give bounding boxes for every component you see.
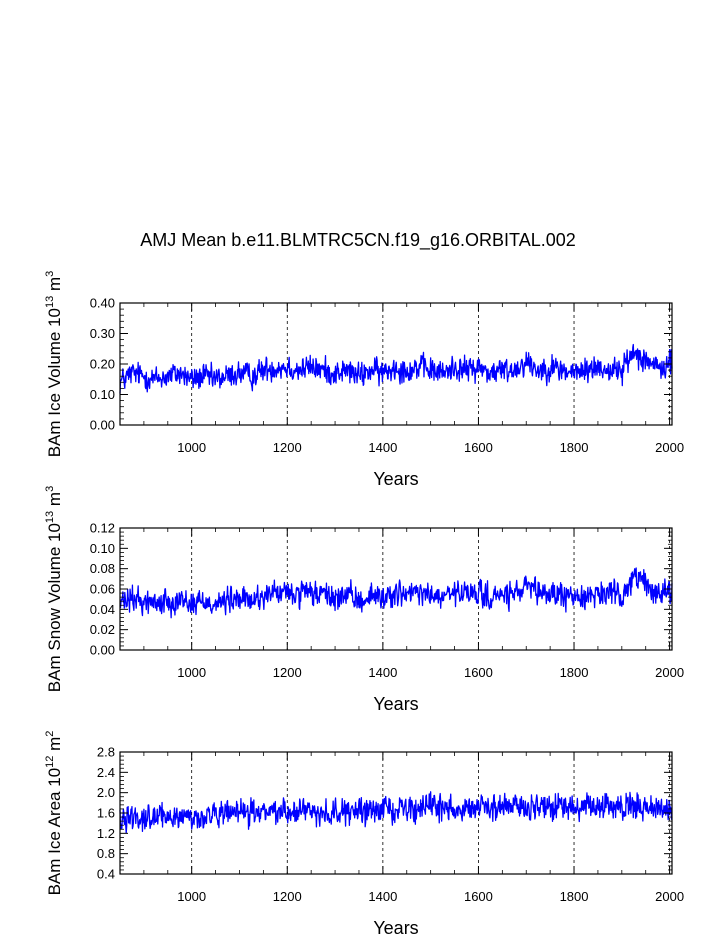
y-tick-label: 0.10: [90, 541, 115, 556]
x-tick-label: 1600: [464, 440, 493, 455]
series-line-ice-volume: [119, 343, 673, 394]
x-tick-label: 1800: [560, 440, 589, 455]
x-tick-label: 1400: [368, 889, 397, 904]
y-tick-label: 0.30: [90, 326, 115, 341]
y-axis-label: BAm Snow Volume 1013 m3: [44, 486, 64, 692]
x-tick-label: 1200: [273, 665, 302, 680]
y-tick-label: 1.2: [97, 826, 115, 841]
x-tick-label: 1800: [560, 665, 589, 680]
y-tick-label: 0.02: [90, 622, 115, 637]
y-tick-label: 0.40: [90, 296, 115, 311]
x-axis-label: Years: [373, 694, 418, 714]
x-tick-label: 1000: [177, 665, 206, 680]
figure-title: AMJ Mean b.e11.BLMTRC5CN.f19_g16.ORBITAL…: [140, 230, 576, 251]
x-tick-label: 1800: [560, 889, 589, 904]
y-tick-label: 2.0: [97, 785, 115, 800]
series-line-snow-volume: [119, 567, 673, 619]
x-tick-label: 1200: [273, 889, 302, 904]
x-tick-label: 2000: [655, 440, 684, 455]
y-axis-label: BAm Ice Volume 1013 m3: [44, 271, 64, 458]
y-tick-label: 2.4: [97, 765, 115, 780]
panels: 1000 1200 1400 1600 1800 2000 0.00 0.10 0.20 0.30…: [44, 271, 684, 935]
x-tick-label: 1000: [177, 440, 206, 455]
y-tick-label: 0.4: [97, 867, 115, 882]
y-tick-label: 0.06: [90, 582, 115, 597]
panel-snow-volume: 1000 1200 1400 1600 1800 2000 0.00 0.02 0.04 0.06…: [44, 486, 684, 714]
x-tick-label: 1000: [177, 889, 206, 904]
x-axis-label: Years: [373, 469, 418, 489]
plot-frame: [119, 527, 673, 651]
x-tick-label: 1600: [464, 889, 493, 904]
y-tick-label: 0.10: [90, 387, 115, 402]
x-tick-label: 1400: [368, 665, 397, 680]
y-tick-label: 2.8: [97, 745, 115, 760]
y-tick-label: 0.00: [90, 418, 115, 433]
x-tick-label: 2000: [655, 889, 684, 904]
x-tick-label: 1200: [273, 440, 302, 455]
y-tick-label: 0.04: [90, 602, 115, 617]
plot-frame: [119, 751, 673, 875]
y-tick-label: 0.08: [90, 561, 115, 576]
panel-ice-area: 1000 1200 1400 1600 1800 2000 0.4 0.8 1.2 1.6 2.0 2…: [44, 731, 684, 935]
y-tick-label: 0.20: [90, 357, 115, 372]
x-axis-label: Years: [373, 918, 418, 935]
panel-ice-volume: 1000 1200 1400 1600 1800 2000 0.00 0.10 0.20 0.30…: [44, 271, 684, 489]
y-tick-label: 1.6: [97, 806, 115, 821]
y-axis-label: BAm Ice Area 1012 m2: [44, 731, 64, 896]
series-line-ice-area: [119, 791, 673, 834]
x-tick-label: 1400: [368, 440, 397, 455]
y-tick-label: 0.8: [97, 846, 115, 861]
x-tick-label: 2000: [655, 665, 684, 680]
y-tick-label: 0.12: [90, 521, 115, 536]
x-tick-label: 1600: [464, 665, 493, 680]
y-tick-label: 0.00: [90, 643, 115, 658]
